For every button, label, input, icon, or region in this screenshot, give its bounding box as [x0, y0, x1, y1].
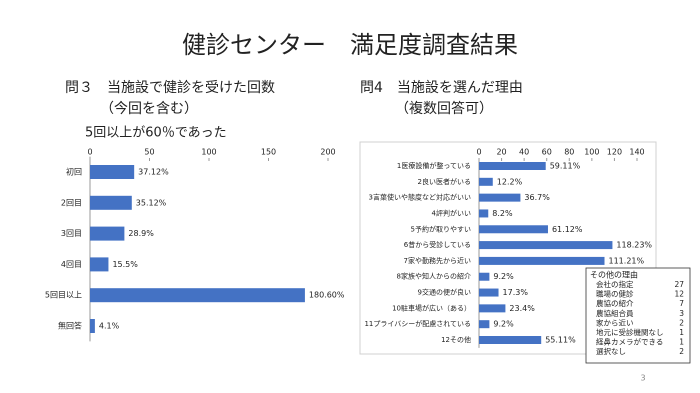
- bar: [90, 319, 95, 333]
- other-reason-label: 家から近い: [596, 317, 634, 327]
- x-tick-label: 40: [519, 148, 529, 157]
- bar: [90, 257, 109, 272]
- other-reason-label: 職場の健診: [596, 289, 634, 299]
- value-label: 8.2%: [492, 209, 513, 218]
- value-label: 118.23%: [616, 241, 652, 250]
- bar: [479, 162, 546, 170]
- y-tick-label: 1医療設備が整っている: [397, 161, 471, 170]
- bar: [479, 288, 499, 297]
- bar: [479, 320, 490, 329]
- bar: [479, 241, 613, 250]
- other-reason-count: 2: [679, 318, 684, 327]
- other-reason-label: 農協の紹介: [596, 298, 634, 308]
- bar: [479, 177, 493, 186]
- other-reason-count: 1: [679, 338, 684, 347]
- x-tick-label: 100: [584, 148, 599, 157]
- value-label: 15.5%: [112, 260, 138, 269]
- y-tick-label: 12その他: [441, 335, 471, 344]
- other-reason-count: 2: [679, 347, 684, 356]
- y-tick-label: 9交通の便が良い: [418, 288, 471, 297]
- bar: [90, 195, 132, 210]
- y-tick-label: 11プライバシーが配慮されている: [364, 319, 471, 328]
- x-tick-label: 200: [320, 148, 335, 157]
- value-label: 9.2%: [493, 272, 514, 281]
- chart-title: 問4 当施設を選んだ理由: [360, 80, 523, 96]
- value-label: 180.60%: [309, 291, 345, 300]
- value-label: 28.9%: [128, 229, 154, 238]
- x-tick-label: 100: [201, 148, 216, 157]
- x-tick-label: 0: [476, 148, 481, 157]
- other-reason-count: 27: [674, 280, 684, 289]
- other-reason-count: 12: [674, 290, 684, 299]
- other-reason-label: 選択なし: [596, 346, 626, 356]
- other-reasons-box: [585, 267, 691, 364]
- x-tick-label: 50: [144, 148, 154, 157]
- value-label: 12.2%: [497, 177, 523, 186]
- other-reason-label: 農協組合員: [596, 308, 634, 318]
- chart-subtitle: （複数回答可）: [395, 100, 493, 117]
- y-tick-label: 5予約が取りやすい: [411, 224, 471, 233]
- x-tick-label: 60: [542, 148, 552, 157]
- value-label: 4.1%: [99, 322, 120, 331]
- y-tick-label: 2良い医者がいる: [418, 177, 471, 186]
- y-tick-label: 無回答: [58, 321, 82, 331]
- value-label: 37.12%: [138, 168, 169, 177]
- bar: [90, 165, 135, 179]
- value-label: 61.12%: [552, 225, 583, 234]
- y-tick-label: 2回目: [61, 198, 82, 207]
- y-tick-label: 6昔から受診している: [404, 240, 471, 249]
- x-tick-label: 120: [607, 148, 622, 157]
- other-reason-label: 会社の指定: [596, 279, 634, 289]
- value-label: 35.12%: [136, 198, 167, 207]
- chart-subtitle: （今回を含む）: [100, 101, 198, 117]
- other-reason-label: 地元に受診機関なし: [596, 327, 664, 337]
- bar: [479, 193, 521, 202]
- bar: [479, 272, 490, 281]
- other-reason-count: 7: [679, 299, 684, 308]
- y-tick-label: 10駐車場が広い（ある）: [392, 303, 471, 312]
- value-label: 55.11%: [545, 336, 576, 345]
- slide-title: 健診センター 満足度調査結果: [182, 31, 518, 59]
- other-reasons-title: その他の理由: [590, 270, 638, 280]
- bar: [479, 336, 542, 344]
- value-label: 111.21%: [609, 256, 645, 265]
- value-label: 59.11%: [550, 162, 581, 171]
- bar: [479, 256, 605, 265]
- x-tick-label: 80: [564, 148, 574, 157]
- value-label: 23.4%: [509, 304, 535, 313]
- bar: [479, 209, 489, 218]
- other-reason-count: 3: [679, 309, 684, 318]
- bar: [479, 304, 506, 313]
- other-reason-count: 1: [679, 328, 684, 337]
- y-tick-label: 3回目: [61, 229, 82, 238]
- bar: [479, 225, 548, 234]
- value-label: 9.2%: [493, 320, 514, 329]
- y-tick-label: 4回目: [61, 260, 82, 269]
- value-label: 17.3%: [503, 288, 529, 297]
- x-tick-label: 150: [261, 148, 276, 157]
- page-number: 3: [640, 374, 645, 383]
- y-tick-label: 5回目以上: [45, 291, 82, 300]
- bar: [90, 226, 125, 241]
- x-tick-label: 20: [496, 148, 506, 157]
- x-tick-label: 140: [629, 148, 644, 157]
- value-label: 36.7%: [524, 193, 550, 202]
- y-tick-label: 8家族や知人からの紹介: [397, 272, 471, 281]
- y-tick-label: 4評判がいい: [432, 208, 471, 217]
- y-tick-label: 7家や勤務先から近い: [404, 256, 471, 265]
- other-reason-label: 経鼻カメラができる: [596, 337, 663, 347]
- annotation: 5回以上が60％であった: [85, 126, 227, 141]
- y-tick-label: 3言葉使いや態度など対応がいい: [369, 193, 471, 202]
- x-tick-label: 0: [87, 148, 92, 157]
- chart-title: 問３ 当施設で健診を受けた回数: [65, 80, 275, 96]
- y-tick-label: 初回: [66, 167, 82, 177]
- bar: [90, 288, 305, 303]
- plot-frame: [359, 141, 657, 355]
